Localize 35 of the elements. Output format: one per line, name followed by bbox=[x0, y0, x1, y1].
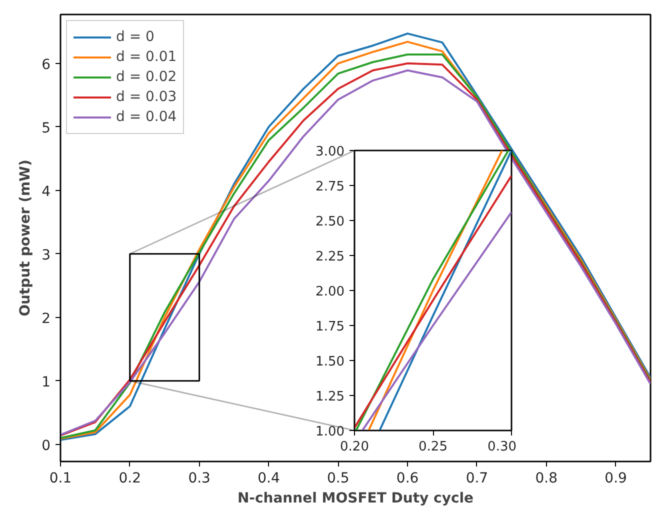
y-tick-label: 3.00 bbox=[316, 144, 345, 160]
x-tick-label: 0.2 bbox=[118, 470, 142, 486]
y-tick-label: 1 bbox=[42, 374, 51, 390]
legend-label: d = 0 bbox=[116, 28, 154, 46]
y-tick-label: 2.75 bbox=[316, 180, 345, 194]
y-tick-label: 1.25 bbox=[316, 390, 345, 404]
y-tick-label: 2 bbox=[42, 310, 51, 327]
y-axis-title: Output power (mW) bbox=[18, 160, 34, 316]
x-tick-label: 0.6 bbox=[396, 470, 419, 486]
y-tick-label: 1.00 bbox=[316, 424, 345, 440]
x-tick-label: 0.25 bbox=[418, 440, 448, 454]
x-tick-label: 0.8 bbox=[535, 470, 558, 486]
y-tick-label: 4 bbox=[42, 184, 51, 200]
x-tick-label: 0.4 bbox=[258, 470, 280, 486]
x-tick-label: 0.9 bbox=[604, 470, 627, 486]
legend-label: d = 0.04 bbox=[116, 108, 177, 126]
y-tick-label: 6 bbox=[42, 56, 51, 73]
y-tick-label: 0 bbox=[42, 438, 51, 454]
y-tick-label: 2.50 bbox=[316, 214, 345, 230]
x-tick-label: 0.20 bbox=[340, 440, 369, 454]
x-tick-label: 0.1 bbox=[49, 470, 72, 486]
x-tick-label: 0.7 bbox=[466, 470, 488, 486]
legend-label: d = 0.02 bbox=[116, 68, 177, 86]
y-tick-label: 2.25 bbox=[316, 250, 345, 264]
y-tick-label: 2.00 bbox=[316, 284, 345, 300]
x-tick-label: 0.5 bbox=[327, 470, 350, 486]
x-tick-label: 0.30 bbox=[488, 440, 517, 454]
x-tick-label: 0.3 bbox=[188, 470, 210, 486]
y-tick-label: 5 bbox=[42, 120, 51, 136]
x-axis-title: N-channel MOSFET Duty cycle bbox=[237, 490, 474, 506]
legend-label: d = 0.03 bbox=[116, 88, 177, 106]
y-tick-label: 1.75 bbox=[316, 320, 345, 334]
y-tick-label: 3 bbox=[42, 247, 51, 264]
legend-label: d = 0.01 bbox=[116, 48, 177, 66]
y-tick-label: 1.50 bbox=[316, 354, 345, 370]
